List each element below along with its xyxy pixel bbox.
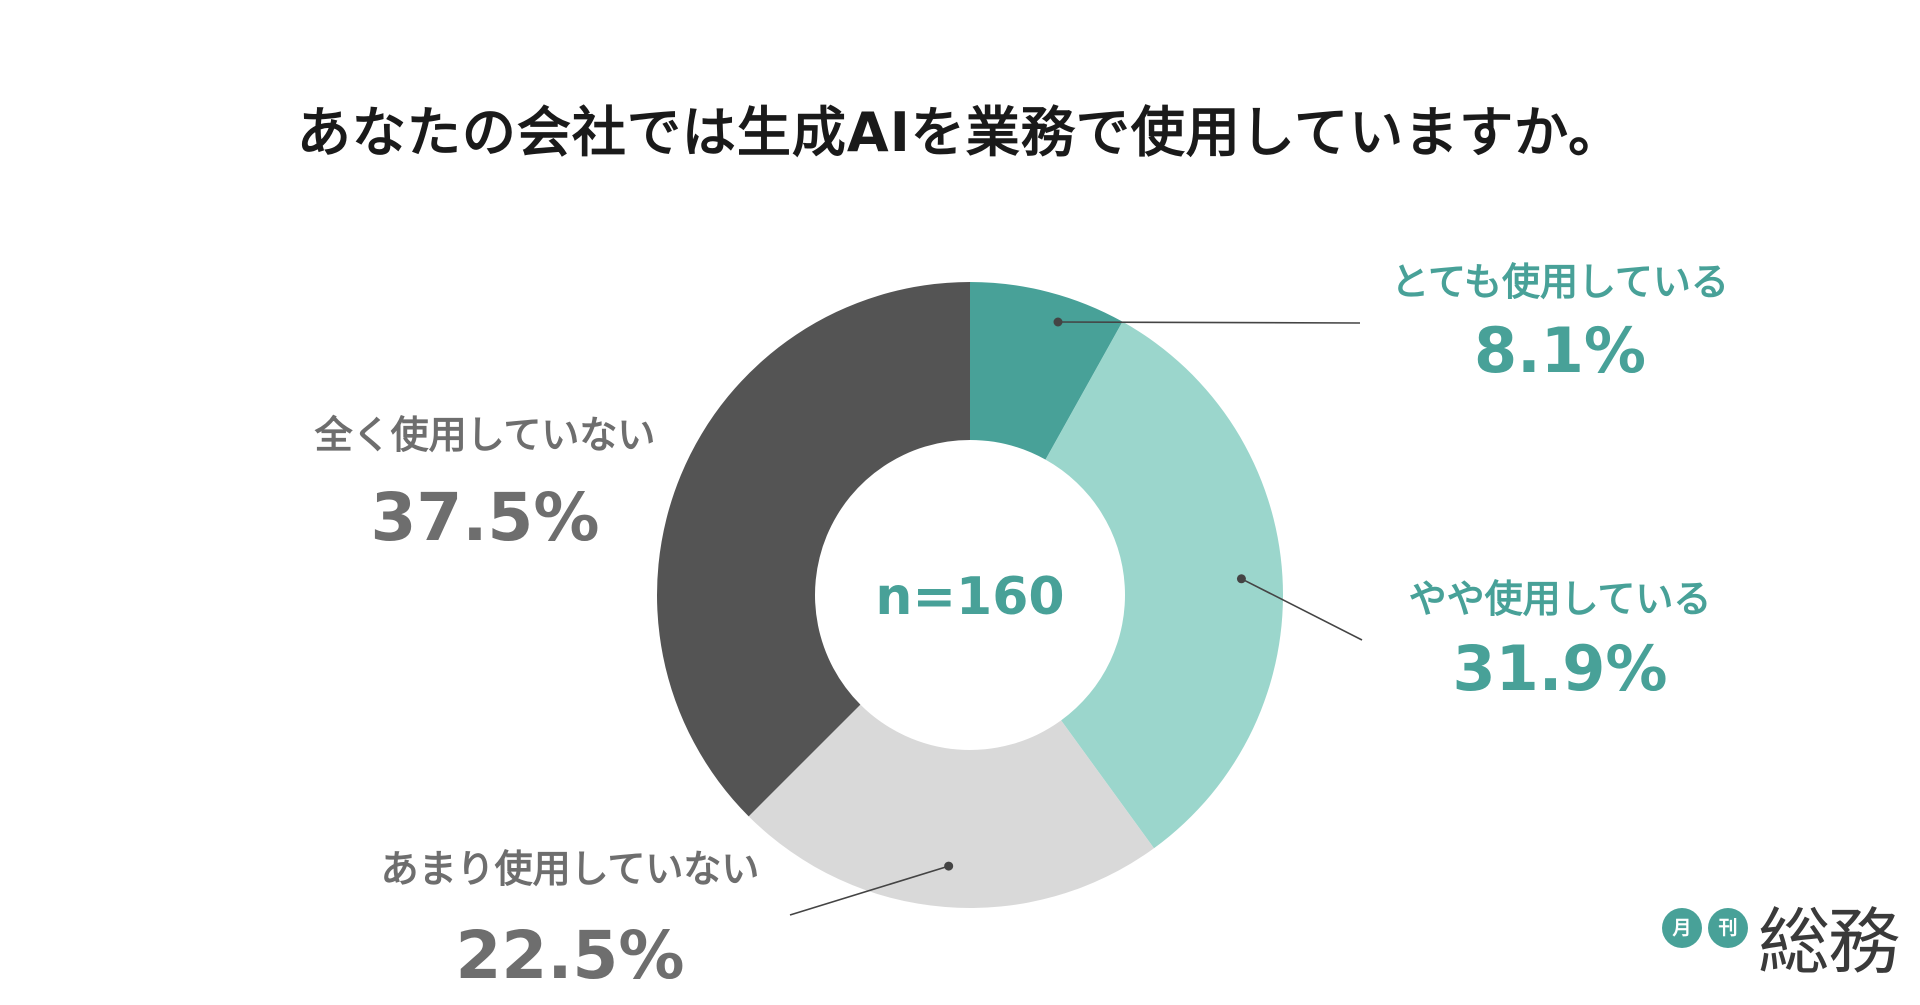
chart-title: あなたの会社では生成AIを業務で使用していますか。 (296, 101, 1624, 164)
donut-slice-2 (1045, 321, 1283, 849)
donut-slice-4 (657, 282, 970, 817)
slice-value-2: 31.9% (1452, 632, 1667, 705)
slice-label-2: やや使用している (1409, 577, 1712, 621)
sample-size-label: n=160 (875, 567, 1064, 627)
slice-value-4: 37.5% (371, 479, 600, 556)
slice-label-3: あまり使用していない (381, 847, 760, 891)
slice-value-3: 22.5% (456, 917, 685, 994)
donut-slice-3 (748, 704, 1154, 908)
leader-line-2 (1241, 578, 1363, 641)
logo-badge-monthly: 月 (1662, 908, 1702, 948)
leader-dot-2 (1236, 574, 1246, 584)
publisher-logo: 月 刊 総務 (1652, 900, 1902, 990)
slice-value-1: 8.1% (1474, 314, 1646, 387)
donut-slice-1 (970, 282, 1123, 460)
logo-badge-edition: 刊 (1708, 908, 1748, 948)
logo-name: 総務 (1758, 900, 1900, 984)
leader-dot-3 (944, 861, 954, 871)
slice-label-4: 全く使用していない (314, 413, 656, 457)
slice-label-1: とても使用している (1391, 260, 1729, 304)
leader-dot-1 (1053, 317, 1063, 327)
leader-line-1 (1057, 321, 1361, 324)
leader-line-3 (789, 865, 949, 916)
